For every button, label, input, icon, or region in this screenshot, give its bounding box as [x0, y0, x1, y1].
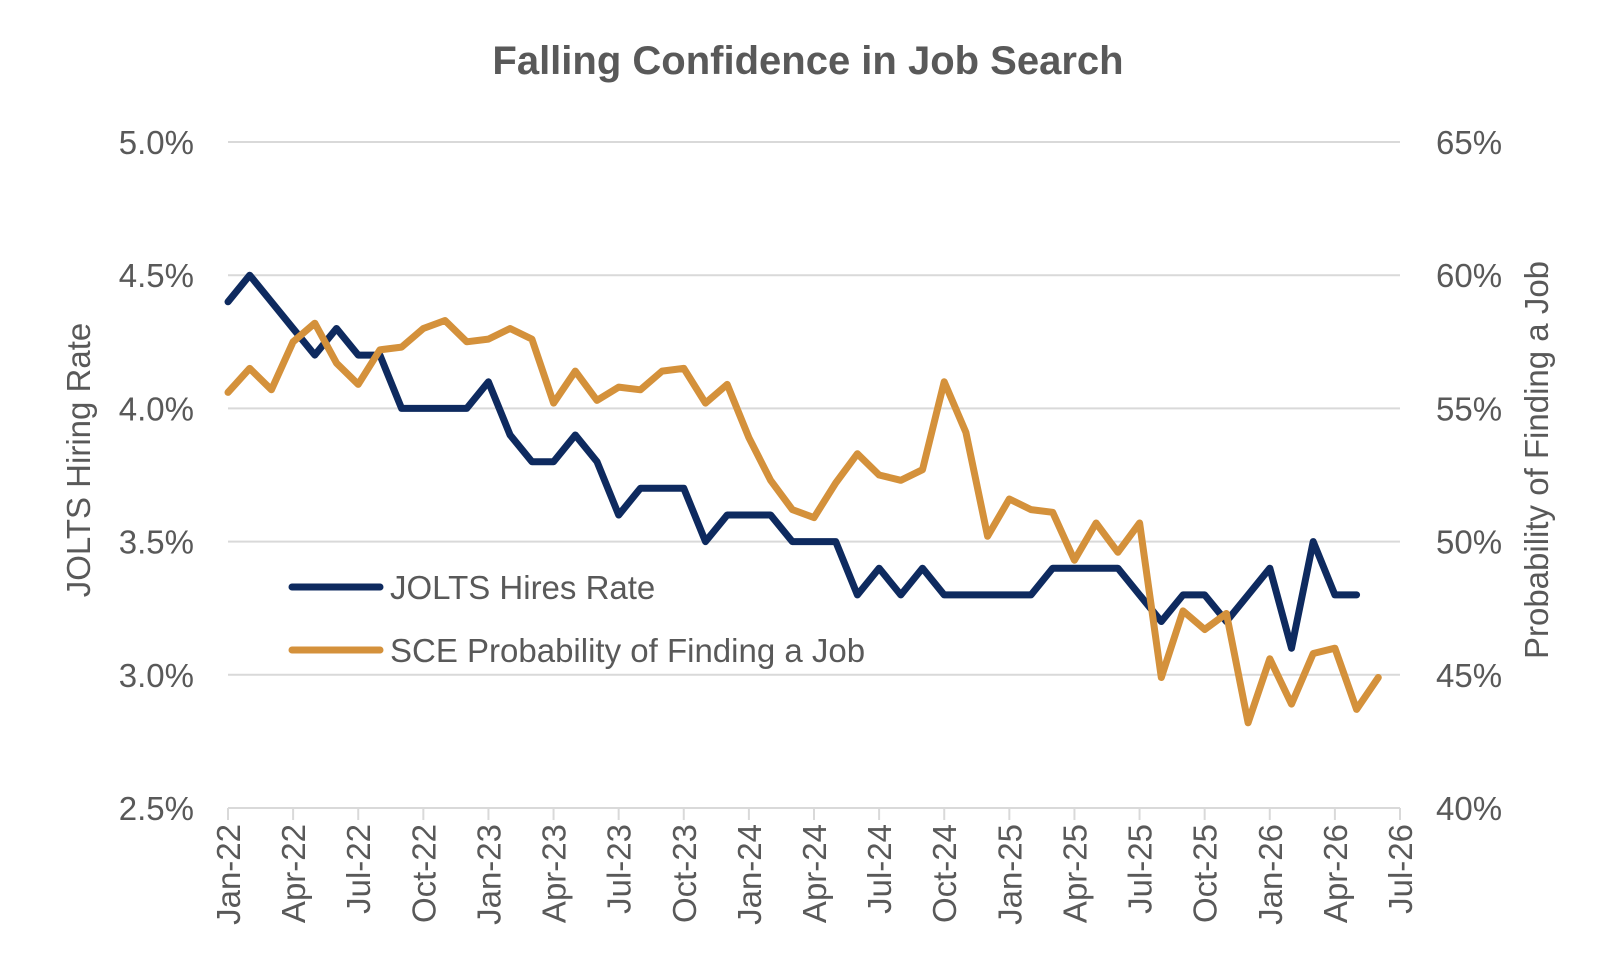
y-tick-label-left: 5.0% — [119, 124, 194, 161]
series-line — [224, 317, 1382, 727]
chart-title: Falling Confidence in Job Search — [492, 39, 1123, 83]
axes: 2.5% 40% 3.0% 45% 3.5% 50% 4.0% 55% 4.5% 60% 5.0% 6… — [119, 124, 1502, 925]
y-tick-label-right: 60% — [1436, 257, 1502, 294]
y-tick-label-right: 45% — [1436, 657, 1502, 694]
x-tick-label: Jul-24 — [861, 824, 898, 914]
legend-label: JOLTS Hires Rate — [390, 569, 655, 606]
x-tick-label: Jan-22 — [210, 824, 247, 925]
x-tick-label: Apr-22 — [275, 824, 312, 923]
y-tick-label-right: 55% — [1436, 390, 1502, 427]
legend-label: SCE Probability of Finding a Job — [390, 632, 865, 669]
legend: JOLTS Hires Rate SCE Probability of Findi… — [288, 569, 865, 669]
x-tick-label: Oct-24 — [926, 824, 963, 923]
x-tick-label: Apr-23 — [536, 824, 573, 923]
x-tick-label: Jan-25 — [991, 824, 1028, 925]
x-tick-label: Jan-26 — [1252, 824, 1289, 925]
y-tick-label-left: 4.5% — [119, 257, 194, 294]
x-tick-label: Jul-22 — [340, 824, 377, 914]
x-tick-label: Jul-23 — [601, 824, 638, 914]
x-tick-label: Apr-26 — [1317, 824, 1354, 923]
x-tick-label: Apr-25 — [1056, 824, 1093, 923]
y-tick-label-right: 40% — [1436, 790, 1502, 827]
y-axis-title-left: JOLTS Hiring Rate — [60, 323, 97, 597]
x-tick-label: Jul-25 — [1122, 824, 1159, 914]
x-tick-label: Jan-23 — [470, 824, 507, 925]
x-tick-label: Jul-26 — [1382, 824, 1419, 914]
x-tick-label: Jan-24 — [731, 824, 768, 925]
x-tick-label: Apr-24 — [796, 824, 833, 923]
y-axis-title-right: Probability of Finding a Job — [1518, 261, 1555, 659]
series-line — [224, 271, 1361, 652]
y-tick-label-left: 2.5% — [119, 790, 194, 827]
y-tick-label-right: 50% — [1436, 524, 1502, 561]
x-tick-label: Oct-22 — [405, 824, 442, 923]
series-lines — [224, 271, 1382, 727]
y-tick-label-left: 3.5% — [119, 524, 194, 561]
x-tick-label: Oct-25 — [1187, 824, 1224, 923]
y-tick-label-right: 65% — [1436, 124, 1502, 161]
x-tick-label: Oct-23 — [666, 824, 703, 923]
y-tick-label-left: 3.0% — [119, 657, 194, 694]
y-tick-label-left: 4.0% — [119, 390, 194, 427]
